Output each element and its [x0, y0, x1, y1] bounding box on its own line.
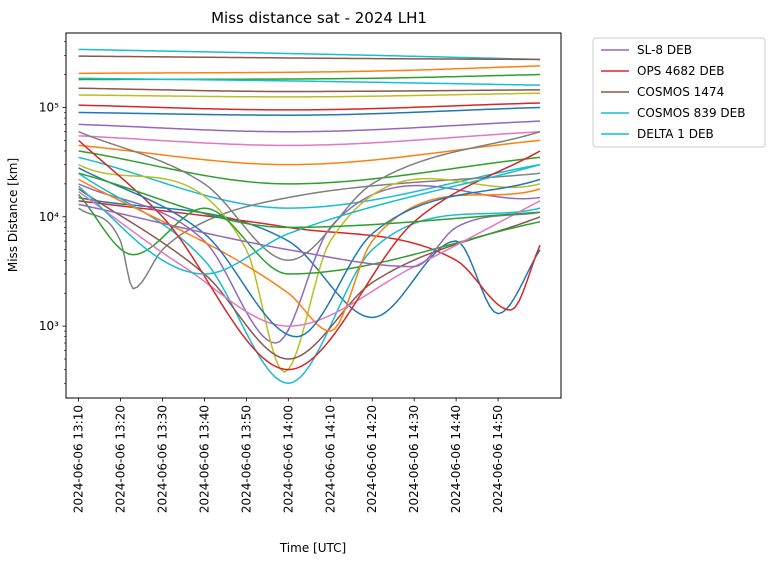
series-line [78, 139, 541, 371]
series-line [78, 120, 541, 133]
y-axis-label: Miss Distance [km] [6, 158, 20, 272]
legend: SL-8 DEB OPS 4682 DEB COSMOS 1474 COSMOS 83… [592, 37, 766, 148]
series-line [78, 77, 541, 86]
series-line [78, 131, 541, 262]
series-line [78, 130, 541, 147]
x-tick-label: 2024-06-06 14:50 [491, 405, 505, 513]
series-line [78, 102, 541, 111]
chart-title: Miss distance sat - 2024 LH1 [211, 9, 427, 27]
series-line [78, 190, 541, 327]
legend-label: OPS 4682 DEB [637, 64, 725, 78]
x-tick-label: 2024-06-06 13:40 [197, 405, 211, 513]
legend-label: DELTA 1 DEB [637, 127, 714, 141]
series-line [78, 156, 541, 209]
series-line [78, 172, 541, 290]
legend-label: COSMOS 839 DEB [637, 106, 745, 120]
x-tick-label: 2024-06-06 13:10 [72, 405, 86, 513]
x-tick-label: 2024-06-06 14:00 [281, 405, 295, 513]
x-axis: 2024-06-06 13:10 2024-06-06 13:20 2024-06-… [72, 398, 505, 513]
x-tick-label: 2024-06-06 14:20 [365, 405, 379, 513]
x-tick-label: 2024-06-06 14:40 [449, 405, 463, 513]
series-line [78, 172, 541, 385]
series-line [78, 167, 541, 338]
x-tick-label: 2024-06-06 13:20 [114, 405, 128, 513]
series-line [78, 196, 541, 319]
series-layer [78, 48, 541, 385]
x-tick-label: 2024-06-06 14:30 [407, 405, 421, 513]
series-line [78, 150, 541, 185]
plot-frame [65, 32, 562, 399]
series-line [78, 203, 541, 268]
legend-box [592, 37, 766, 148]
series-line [78, 178, 541, 332]
x-tick-label: 2024-06-06 14:10 [323, 405, 337, 513]
legend-label: COSMOS 1474 [637, 85, 724, 99]
legend-label: SL-8 DEB [637, 43, 692, 57]
y-tick-label: 10⁴ [39, 210, 59, 224]
x-tick-label: 2024-06-06 13:30 [155, 405, 169, 513]
series-line [78, 106, 541, 116]
x-tick-label: 2024-06-06 13:50 [239, 405, 253, 513]
series-line [78, 163, 541, 275]
y-axis: 10³ 10⁴ 10⁵ [39, 41, 66, 384]
y-tick-label: 10⁵ [39, 100, 59, 114]
series-line [78, 172, 541, 229]
series-line [78, 65, 541, 75]
y-tick-label: 10³ [39, 319, 59, 333]
series-line [78, 87, 541, 93]
series-line [78, 55, 541, 61]
series-line [78, 48, 541, 61]
series-line [78, 92, 541, 98]
series-line [78, 163, 541, 373]
x-axis-label: Time [UTC] [279, 541, 346, 555]
